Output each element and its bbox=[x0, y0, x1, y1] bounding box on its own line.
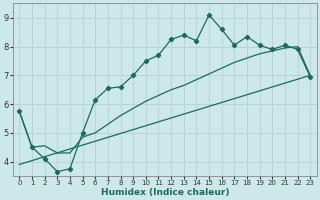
X-axis label: Humidex (Indice chaleur): Humidex (Indice chaleur) bbox=[100, 188, 229, 197]
